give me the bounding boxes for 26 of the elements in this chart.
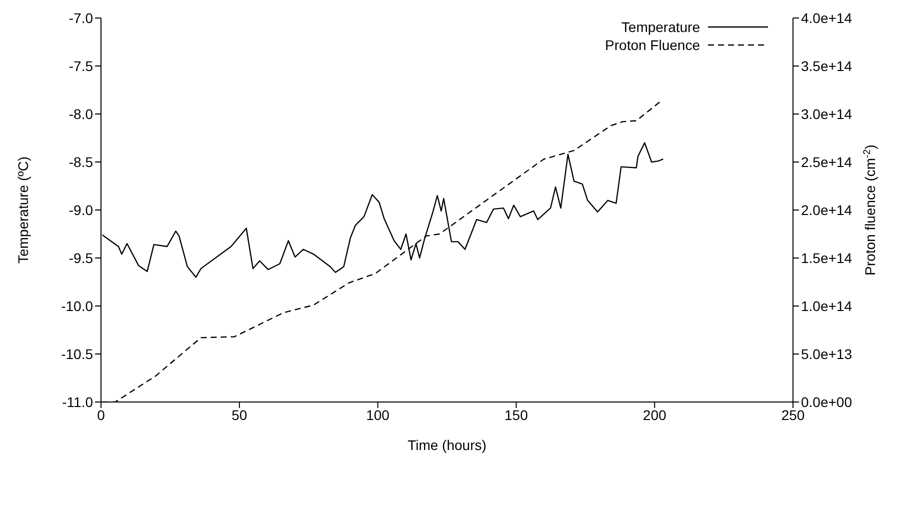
x-tick-label: 200: [642, 406, 666, 423]
x-tick-label: 50: [232, 406, 248, 423]
x-tick-label: 100: [366, 406, 390, 423]
y2-tick-label: 3.5e+14: [801, 58, 852, 74]
x-tick-label: 0: [97, 406, 106, 423]
y2-tick-label: 2.5e+14: [801, 154, 852, 170]
y2-tick-label: 4.0e+14: [801, 10, 852, 26]
y2-tick-label: 1.5e+14: [801, 250, 852, 266]
y-tick-label: -8.5: [68, 154, 94, 170]
y2-tick-label: 3.0e+14: [801, 106, 852, 122]
y-tick-label: -10.0: [61, 298, 94, 314]
y2-tick-label: 5.0e+13: [801, 346, 852, 362]
y-tick-label: -9.0: [68, 202, 94, 218]
y-axis-title: Temperature (ºC): [15, 156, 31, 264]
y-tick-label: -7.0: [68, 10, 94, 26]
x-tick-label: 150: [504, 406, 528, 423]
x-axis-title: Time (hours): [408, 437, 486, 453]
y2-tick-label: 1.0e+14: [801, 298, 852, 314]
legend-label: Temperature: [621, 19, 700, 35]
y-tick-label: -11.0: [62, 394, 94, 410]
y-tick-label: -10.5: [61, 346, 94, 362]
y2-tick-label: 2.0e+14: [801, 202, 852, 218]
y-tick-label: -7.5: [68, 58, 94, 74]
y-tick-label: -9.5: [68, 250, 94, 266]
legend-label: Proton Fluence: [605, 37, 700, 53]
y-tick-label: -8.0: [68, 106, 94, 122]
